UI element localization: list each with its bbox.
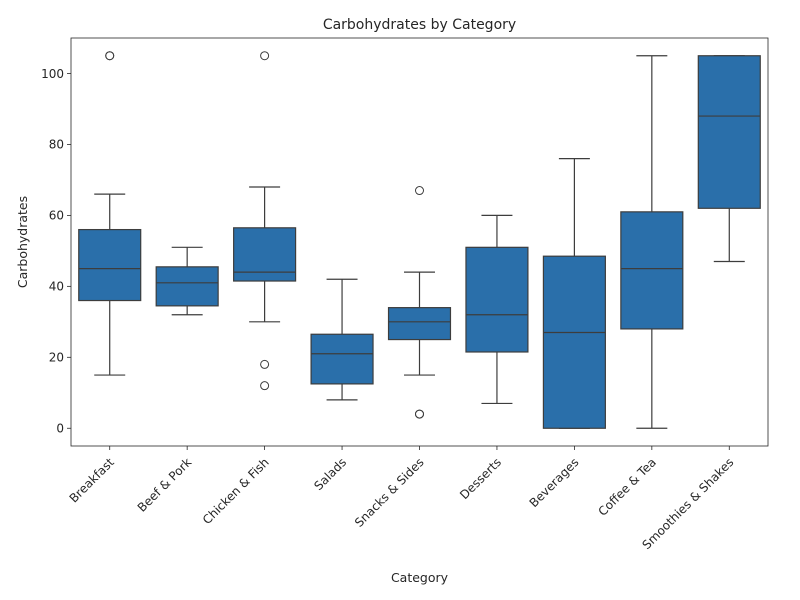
x-axis-label: Category (391, 570, 449, 585)
box-iqr (465, 246, 529, 353)
outlier-point (105, 51, 115, 61)
box-group (78, 51, 142, 376)
chart-title: Carbohydrates by Category (323, 17, 516, 33)
outlier-point (260, 51, 270, 61)
outlier-point (260, 381, 270, 391)
y-tick-label: 0 (56, 422, 64, 436)
y-tick-label: 40 (49, 280, 64, 294)
box-group (620, 55, 684, 429)
box-iqr (310, 333, 374, 385)
outlier-point (415, 409, 424, 419)
plot-area (78, 51, 761, 429)
box-iqr (78, 228, 142, 302)
y-axis: 0 20 40 60 80 100 (41, 67, 71, 436)
y-tick-label: 60 (49, 209, 64, 223)
box-iqr (233, 227, 297, 282)
box-iqr (155, 266, 219, 307)
y-tick-label: 80 (49, 138, 64, 152)
box-group (310, 278, 374, 401)
box-group (697, 55, 761, 263)
box-iqr (387, 307, 452, 341)
box-iqr (620, 211, 684, 330)
box-group (465, 214, 529, 405)
box-group (233, 51, 297, 391)
outlier-point (415, 186, 424, 196)
y-tick-label: 100 (41, 67, 64, 81)
y-tick-label: 20 (49, 351, 64, 365)
outlier-point (260, 359, 270, 369)
box-group (542, 158, 606, 429)
box-group (155, 246, 219, 316)
box-iqr (542, 255, 606, 429)
y-axis-label: Carbohydrates (15, 196, 30, 288)
box-iqr (697, 55, 761, 209)
box-group (387, 186, 452, 419)
